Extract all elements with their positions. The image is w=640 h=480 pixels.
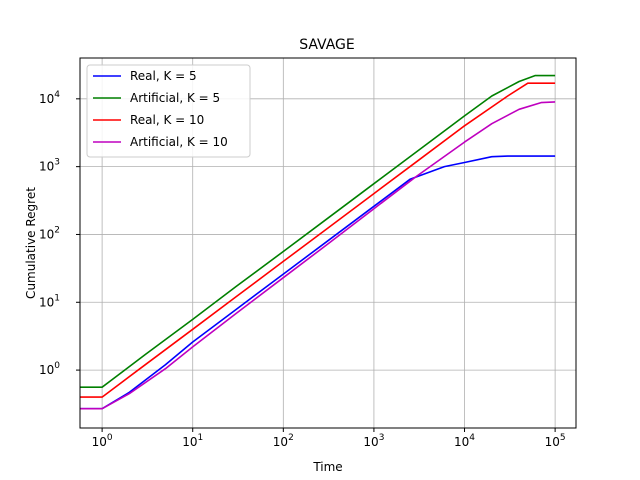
plot-frame [79, 57, 577, 429]
y-tick-label: 103 [39, 158, 60, 174]
x-axis: 100 101 102 103 104 105 [92, 428, 566, 449]
x-tick: 104 [454, 428, 475, 449]
y-tick: 100 [39, 361, 80, 377]
series-layer [80, 74, 556, 410]
y-tick-label: 104 [39, 90, 60, 106]
x-tick-label: 103 [363, 433, 384, 449]
x-axis-label: Time [312, 460, 342, 474]
x-tick: 100 [92, 428, 113, 449]
x-tick-label: 104 [454, 433, 475, 449]
y-axis-label: Cumulative Regret [24, 187, 38, 299]
legend: Real, K = 5 Artificial, K = 5 Real, K = 10… [86, 64, 251, 158]
y-axis: 100 101 102 103 104 [39, 90, 80, 377]
series-line-2 [80, 74, 556, 388]
y-tick-label: 102 [39, 225, 60, 241]
y-tick: 104 [39, 90, 80, 106]
y-tick-label: 100 [39, 361, 60, 377]
legend-label: Artificial, K = 10 [130, 135, 228, 149]
chart-title: SAVAGE [299, 37, 355, 53]
series-line-1 [80, 155, 556, 410]
legend-item: Real, K = 10 [93, 113, 204, 127]
y-tick: 102 [39, 225, 80, 241]
x-tick-label: 100 [92, 433, 113, 449]
series-line-3 [80, 82, 556, 398]
legend-box [86, 64, 251, 158]
legend-label: Artificial, K = 5 [130, 91, 220, 105]
x-tick: 105 [545, 428, 566, 449]
x-tick-label: 102 [273, 433, 294, 449]
legend-item: Artificial, K = 10 [93, 135, 228, 149]
x-tick-label: 101 [182, 433, 203, 449]
x-tick: 102 [273, 428, 294, 449]
x-tick: 101 [182, 428, 203, 449]
legend-label: Real, K = 10 [130, 113, 204, 127]
x-tick: 103 [363, 428, 384, 449]
legend-label: Real, K = 5 [130, 69, 197, 83]
y-tick: 101 [39, 293, 80, 309]
legend-item: Real, K = 5 [93, 69, 197, 83]
legend-item: Artificial, K = 5 [93, 91, 220, 105]
y-tick: 103 [39, 158, 80, 174]
series-line-4 [80, 101, 556, 410]
x-tick-label: 105 [545, 433, 566, 449]
y-tick-label: 101 [39, 293, 60, 309]
